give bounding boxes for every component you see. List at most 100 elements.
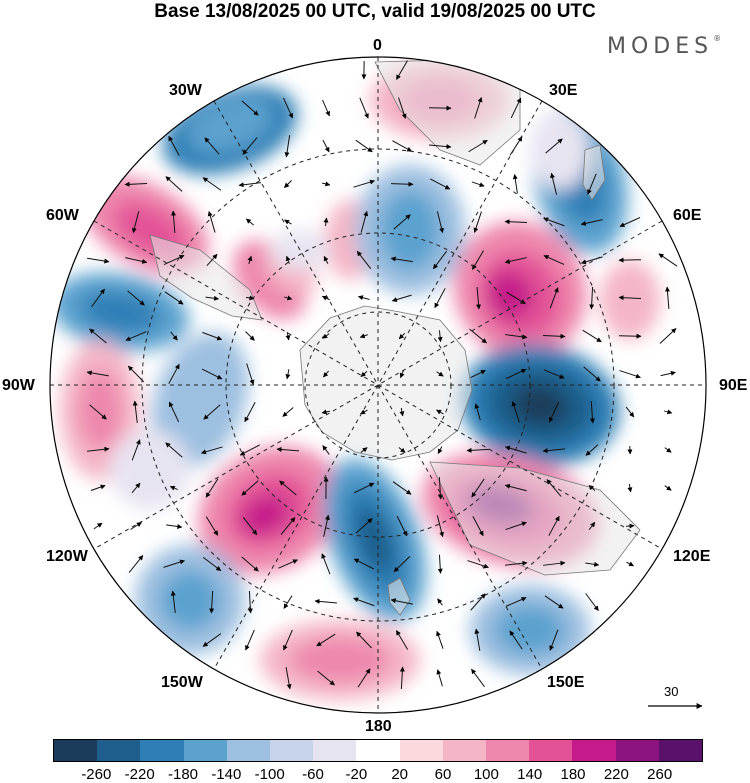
wind-arrow <box>658 253 678 267</box>
wind-arrow <box>87 446 110 452</box>
anomaly-region <box>495 605 565 655</box>
colorbar-tick-label: -60 <box>302 766 324 783</box>
wind-arrow <box>543 560 566 566</box>
wind-arrow <box>504 445 527 454</box>
wind-arrow <box>471 250 485 270</box>
colorbar-swatch <box>399 740 443 761</box>
wind-arrow <box>589 286 595 310</box>
wind-arrow <box>618 257 642 263</box>
wind-arrow <box>87 257 110 264</box>
wind-arrow <box>284 135 291 158</box>
lon-label-30e: 30E <box>549 82 578 99</box>
colorbar-tick-label: 260 <box>647 766 673 783</box>
wind-arrow <box>468 139 488 153</box>
anomaly-region <box>160 570 220 630</box>
wind-arrow <box>168 363 180 384</box>
wind-arrow <box>390 598 413 605</box>
anomaly-region <box>380 190 440 270</box>
wind-arrow <box>356 631 372 649</box>
wind-arrow <box>585 444 599 456</box>
wind-arrow <box>321 553 331 575</box>
wind-arrow <box>393 555 411 573</box>
wind-arrow <box>393 214 411 230</box>
new-zealand <box>387 577 411 616</box>
anomaly-region <box>290 638 390 682</box>
wind-arrow <box>201 368 223 380</box>
map-boundary <box>49 56 707 714</box>
wind-arrow <box>428 144 452 150</box>
wind-arrow <box>512 174 518 194</box>
wind-arrow <box>625 523 635 529</box>
colorbar-tick-label: 100 <box>473 766 499 783</box>
south-america <box>149 234 263 321</box>
wind-arrow <box>396 515 408 537</box>
wind-arrow <box>436 669 443 687</box>
wind-arrow <box>466 447 490 453</box>
wind-arrow <box>437 598 443 606</box>
lon-label-150e: 150E <box>547 674 585 691</box>
land-outlines <box>149 59 641 616</box>
wind-arrow <box>545 138 563 154</box>
brand-mark: ® <box>713 34 722 43</box>
wind-arrow <box>165 442 183 458</box>
colorbar-swatch <box>313 740 357 761</box>
anomaly-region <box>600 260 660 340</box>
lon-label-90e: 90E <box>719 377 748 394</box>
wind-arrow <box>170 210 176 234</box>
wind-arrow <box>505 560 528 566</box>
wind-arrow <box>391 294 412 302</box>
wind-arrow <box>359 333 368 339</box>
anomaly-region <box>241 495 289 535</box>
lon-label-120w: 120W <box>46 548 88 565</box>
wind-arrow <box>474 628 481 651</box>
wind-arrow <box>170 590 176 613</box>
wind-arrow <box>128 555 144 573</box>
wind-arrow <box>626 561 634 567</box>
wind-arrow <box>469 328 487 344</box>
madagascar <box>582 144 606 201</box>
wind-arrow <box>209 590 215 614</box>
wind-arrow <box>132 400 138 423</box>
wind-arrow <box>353 482 375 494</box>
wind-arrow <box>395 630 409 650</box>
wind-arrow <box>471 478 485 498</box>
wind-arrow <box>471 181 485 188</box>
wind-arrow <box>241 100 259 116</box>
wind-arrow <box>546 479 562 497</box>
wind-arrow <box>241 480 259 496</box>
wind-arrow <box>436 371 444 377</box>
lon-label-180: 180 <box>365 718 392 735</box>
colorbar-tick-label: -260 <box>81 766 112 783</box>
wind-arrow <box>437 330 443 343</box>
wind-arrow <box>323 370 329 378</box>
wind-arrow <box>664 447 672 453</box>
australia <box>429 461 641 576</box>
reference-vector-label: 30 <box>664 684 679 699</box>
colorbar-swatch <box>97 740 141 761</box>
wind-arrow <box>398 332 406 340</box>
colorbar-swatch <box>615 740 659 761</box>
wind-arrow <box>91 288 105 308</box>
wind-arrow <box>660 370 676 377</box>
wind-arrow <box>285 369 291 380</box>
wind-arrow <box>580 219 603 226</box>
wind-arrow <box>543 369 565 379</box>
anomaly-region <box>487 270 533 320</box>
wind-arrow <box>471 668 485 688</box>
lon-label-60e: 60E <box>673 207 702 224</box>
wind-arrow <box>317 670 335 686</box>
wind-arrow <box>353 179 376 188</box>
wind-arrow <box>589 400 595 424</box>
wind-arrow <box>322 445 330 455</box>
wind-arrow <box>659 328 677 344</box>
wind-arrow <box>323 255 329 264</box>
wind-arrow <box>203 404 221 420</box>
wind-arrow <box>664 409 673 415</box>
wind-arrow <box>437 446 443 454</box>
wind-arrow <box>543 217 565 227</box>
wind-arrow <box>130 522 142 530</box>
lon-label-150w: 150W <box>161 674 203 691</box>
wind-arrow <box>550 172 558 195</box>
wind-arrow <box>476 286 482 310</box>
wind-arrow <box>618 295 642 301</box>
